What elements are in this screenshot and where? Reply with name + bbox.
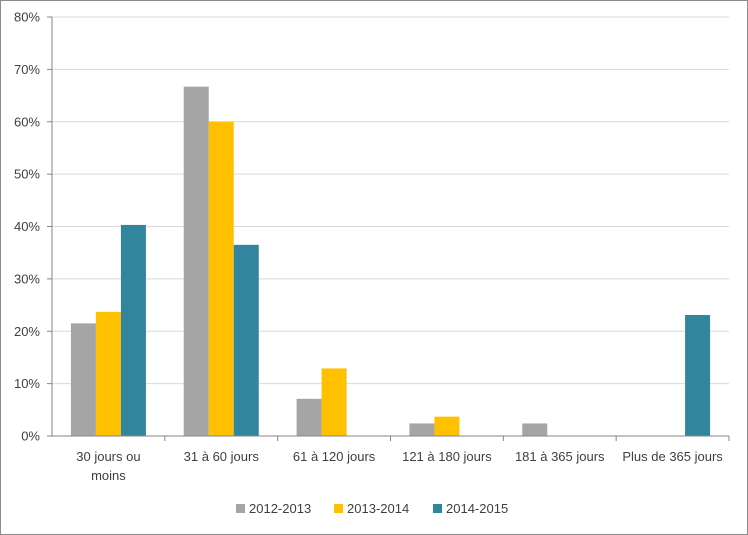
bar-2013-2014: [95, 311, 121, 436]
x-tick-label: 30 jours ou: [76, 449, 140, 464]
bar-2012-2013: [409, 423, 435, 436]
bar-2013-2014: [434, 416, 460, 436]
y-tick-label: 20%: [14, 324, 40, 339]
x-axis-ticks: 30 jours ou moins 31 à 60 jours 61 à 120 jo…: [76, 436, 730, 483]
gridlines: [52, 16, 729, 385]
legend: 2012-2013 2013-2014 2014-2015: [236, 501, 508, 516]
bar-2012-2013: [183, 86, 209, 436]
x-tick-label: Plus de 365 jours: [622, 449, 723, 464]
bar-2012-2013: [522, 423, 548, 436]
y-tick-label: 10%: [14, 376, 40, 391]
legend-swatch: [236, 504, 245, 513]
y-axis-ticks: 0% 10% 20% 30% 40% 50% 60% 70% 80%: [14, 10, 52, 444]
legend-label: 2013-2014: [347, 501, 409, 516]
bar-2012-2013: [70, 323, 96, 436]
x-tick-label: moins: [91, 468, 126, 483]
y-tick-label: 40%: [14, 219, 40, 234]
y-tick-label: 30%: [14, 271, 40, 286]
bar-2014-2015: [233, 244, 259, 436]
x-tick-label: 181 à 365 jours: [515, 449, 605, 464]
legend-label: 2014-2015: [446, 501, 508, 516]
legend-label: 2012-2013: [249, 501, 311, 516]
x-tick-label: 121 à 180 jours: [402, 449, 492, 464]
legend-swatch: [334, 504, 343, 513]
bar-2013-2014: [321, 368, 347, 436]
bar-2014-2015: [685, 315, 711, 436]
legend-swatch: [433, 504, 442, 513]
bar-2012-2013: [296, 398, 322, 436]
bar-2013-2014: [208, 121, 234, 436]
y-tick-label: 60%: [14, 114, 40, 129]
x-tick-label: 31 à 60 jours: [184, 449, 260, 464]
x-tick-label: 61 à 120 jours: [293, 449, 376, 464]
y-tick-label: 0%: [21, 429, 40, 444]
bar-2014-2015: [120, 224, 146, 436]
y-tick-label: 70%: [14, 62, 40, 77]
bars: [70, 86, 711, 436]
y-tick-label: 50%: [14, 167, 40, 182]
y-tick-label: 80%: [14, 10, 40, 25]
